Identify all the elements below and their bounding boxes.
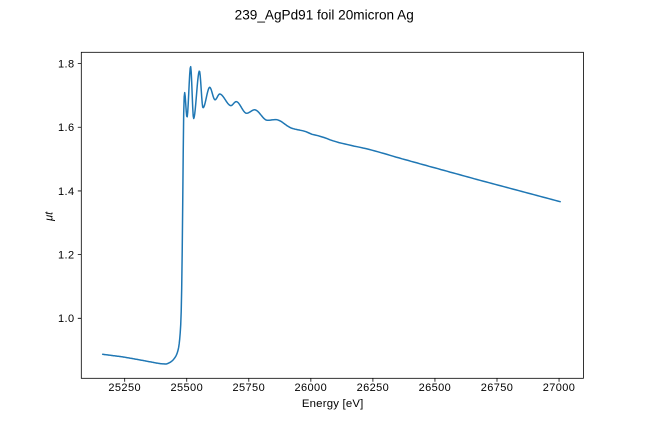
svg-text:Energy [eV]: Energy [eV] <box>302 398 364 410</box>
svg-text:26500: 26500 <box>419 382 452 394</box>
svg-text:1.8: 1.8 <box>58 59 75 71</box>
svg-text:26750: 26750 <box>481 382 514 394</box>
svg-text:26000: 26000 <box>295 382 328 394</box>
svg-text:239_AgPd91 foil 20micron Ag: 239_AgPd91 foil 20micron Ag <box>235 7 414 22</box>
svg-text:1.4: 1.4 <box>58 186 75 198</box>
svg-text:1.2: 1.2 <box>58 250 75 262</box>
svg-text:25250: 25250 <box>108 382 141 394</box>
svg-text:27000: 27000 <box>543 382 576 394</box>
svg-text:25750: 25750 <box>233 382 266 394</box>
svg-text:1.6: 1.6 <box>58 122 75 134</box>
svg-text:25500: 25500 <box>171 382 204 394</box>
svg-text:26250: 26250 <box>357 382 390 394</box>
svg-text:μt: μt <box>43 211 55 222</box>
svg-text:1.0: 1.0 <box>58 313 75 325</box>
